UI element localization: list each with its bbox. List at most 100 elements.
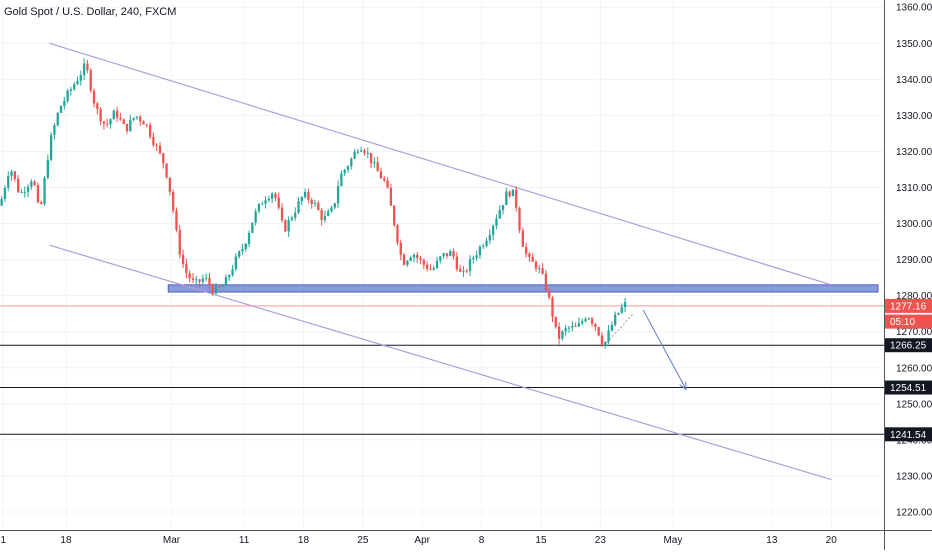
candle-body <box>465 270 468 272</box>
candle-body <box>89 69 92 91</box>
candle-body <box>472 257 475 260</box>
candle-body <box>155 144 158 146</box>
candle-body <box>188 273 191 279</box>
candle-body <box>389 187 393 206</box>
channel-upper-line <box>49 42 832 286</box>
candle-body <box>399 242 402 255</box>
candle-body <box>597 327 600 336</box>
candle-body <box>264 200 267 204</box>
time-tick-label: May <box>663 535 682 546</box>
candle-body <box>30 181 33 187</box>
candle-body <box>458 269 462 272</box>
candle-body <box>340 173 343 187</box>
time-tick-label: 1 <box>1 535 7 546</box>
candle-body <box>452 251 455 257</box>
candle-body <box>327 211 330 216</box>
time-tick-label: 11 <box>239 535 250 546</box>
candle-body <box>495 218 498 226</box>
candle-body <box>478 246 482 256</box>
candle-body <box>287 219 290 232</box>
candle-body <box>330 207 333 212</box>
candle-body <box>294 212 297 218</box>
candle-body <box>336 186 340 204</box>
candle-body <box>102 121 106 124</box>
price-label: 05:10 <box>890 317 915 328</box>
candle-body <box>158 145 162 154</box>
candle-body <box>208 277 211 286</box>
candle-body <box>313 202 317 204</box>
candle-body <box>303 191 307 197</box>
candle-body <box>442 253 445 257</box>
candle-body <box>435 260 439 269</box>
candle-body <box>92 90 96 104</box>
candle-body <box>290 217 294 220</box>
candle-body <box>172 191 175 211</box>
candle-body <box>485 240 488 247</box>
time-tick-label: 13 <box>766 535 778 546</box>
candle-body <box>521 230 524 247</box>
candle-body <box>383 178 386 181</box>
candle-body <box>505 191 508 206</box>
candle-body <box>122 119 125 124</box>
price-label: 1277.16 <box>890 301 927 312</box>
candle-body <box>228 274 231 278</box>
price-tick-label: 1330.00 <box>896 111 932 122</box>
candle-body <box>581 321 584 324</box>
candle-body <box>257 203 261 212</box>
candle-body <box>23 191 26 193</box>
candle-body <box>363 150 366 154</box>
time-tick-label: 20 <box>826 535 838 546</box>
price-label: 1266.25 <box>890 341 927 352</box>
price-tick-label: 1350.00 <box>896 39 932 50</box>
candle-body <box>317 202 320 210</box>
candle-body <box>584 319 587 322</box>
candle-body <box>267 198 270 201</box>
candle-body <box>191 278 195 280</box>
projection-arrow-line <box>642 309 687 390</box>
candle-body <box>515 189 518 208</box>
candle-body <box>218 286 221 288</box>
candle-body <box>501 205 505 211</box>
candle-body <box>366 152 369 154</box>
candle-body <box>284 220 287 232</box>
candle-body <box>518 207 521 231</box>
candle-body <box>376 162 379 172</box>
candle-body <box>488 235 491 241</box>
candle-body <box>33 181 36 186</box>
chart-title: Gold Spot / U.S. Dollar, 240, FXCM <box>4 6 177 18</box>
candle-body <box>198 279 201 282</box>
candle-body <box>511 189 515 197</box>
price-tick-label: 1290.00 <box>896 255 932 266</box>
candle-body <box>590 318 594 324</box>
candle-body <box>528 253 531 257</box>
candle-body <box>350 158 353 167</box>
channel-lower-line <box>49 244 832 481</box>
candle-body <box>152 136 155 145</box>
candle-body <box>412 254 416 258</box>
candle-body <box>270 193 274 199</box>
candle-body <box>491 225 495 236</box>
candle-body <box>455 256 458 270</box>
candle-body <box>531 256 534 262</box>
candle-body <box>544 273 548 291</box>
price-label-bg <box>885 298 932 313</box>
candle-body <box>244 243 247 249</box>
candle-body <box>109 119 112 125</box>
candle-body <box>106 123 109 125</box>
candle-body <box>251 222 254 233</box>
price-label-bg <box>885 338 932 353</box>
candle-body <box>623 302 627 308</box>
candle-body <box>567 327 571 329</box>
price-tick-label: 1320.00 <box>896 147 932 158</box>
candle-body <box>16 178 20 193</box>
candle-body <box>610 325 614 331</box>
price-tick-label: 1340.00 <box>896 75 932 86</box>
candle-body <box>594 323 597 328</box>
candle-body <box>178 229 181 255</box>
candle-body <box>548 290 551 298</box>
candle-body <box>36 185 40 203</box>
candle-body <box>66 90 69 101</box>
candle-body <box>234 256 237 270</box>
